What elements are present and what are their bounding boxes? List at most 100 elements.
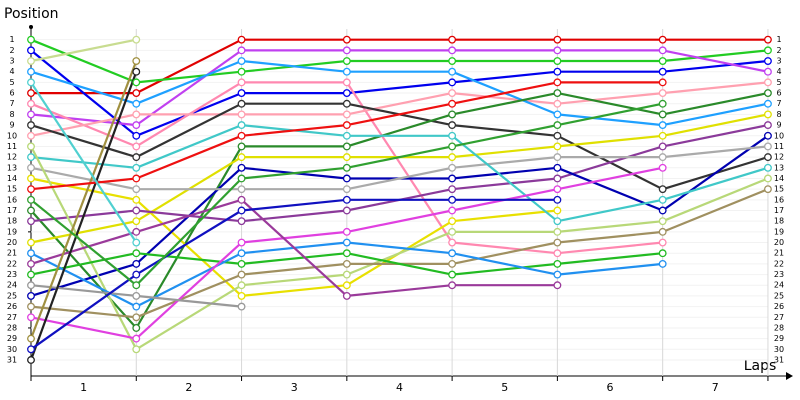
position-marker: [553, 217, 562, 226]
position-marker: [448, 142, 457, 151]
y-tick-label-right: 4: [776, 67, 781, 76]
position-marker: [553, 206, 562, 215]
y-tick-label: 31: [7, 355, 17, 364]
position-marker: [237, 121, 246, 130]
position-marker: [658, 238, 667, 247]
series-line: [30, 198, 558, 351]
y-tick-label-right: 9: [776, 121, 781, 130]
position-marker: [763, 57, 772, 65]
position-marker: [342, 89, 351, 98]
y-axis-end: [29, 25, 33, 29]
position-marker: [448, 217, 457, 226]
y-tick-label-right: 3: [776, 57, 781, 66]
position-marker: [553, 270, 562, 279]
position-marker: [27, 281, 35, 290]
position-marker: [27, 163, 35, 172]
position-marker: [553, 238, 562, 247]
position-marker: [658, 206, 667, 215]
position-marker: [132, 89, 141, 98]
position-marker: [27, 217, 35, 226]
position-marker: [658, 110, 667, 119]
position-marker: [658, 57, 667, 65]
position-marker: [342, 163, 351, 172]
position-marker: [342, 195, 351, 204]
x-tick-label: 2: [185, 381, 192, 394]
x-tick-label: 4: [396, 381, 403, 394]
position-marker: [237, 110, 246, 119]
position-marker: [27, 89, 35, 98]
position-marker: [237, 238, 246, 247]
position-marker: [448, 57, 457, 65]
series-line: [30, 198, 558, 297]
position-marker: [342, 46, 351, 55]
position-marker: [237, 206, 246, 215]
position-marker: [132, 131, 141, 140]
position-marker: [658, 163, 667, 172]
series-line: [30, 38, 137, 63]
position-marker: [237, 185, 246, 194]
y-tick-label: 17: [7, 206, 17, 215]
position-marker: [132, 270, 141, 279]
position-marker: [27, 57, 35, 65]
y-tick-label-right: 2: [776, 46, 781, 55]
position-marker: [553, 227, 562, 236]
position-marker: [27, 270, 35, 279]
series-line: [30, 81, 138, 244]
position-marker: [658, 99, 667, 108]
position-marker: [553, 131, 562, 140]
y-tick-label-right: 11: [774, 142, 784, 151]
position-marker: [342, 249, 351, 258]
y-tick-label-right: 27: [774, 313, 784, 322]
position-marker: [237, 174, 246, 183]
position-marker: [132, 67, 141, 76]
position-marker: [553, 46, 562, 55]
position-marker: [448, 89, 457, 98]
position-marker: [27, 238, 35, 247]
position-marker: [448, 110, 457, 119]
series-line: [30, 145, 769, 351]
y-tick-label-right: 24: [774, 281, 784, 290]
x-tick-label: 3: [291, 381, 298, 394]
y-tick-label-right: 18: [774, 217, 784, 226]
position-marker: [553, 110, 562, 119]
y-tick-label-right: 21: [774, 249, 784, 258]
position-marker: [237, 270, 246, 279]
y-tick-label-right: 28: [774, 323, 784, 332]
position-marker: [763, 35, 772, 44]
position-marker: [132, 345, 141, 354]
y-tick-label: 27: [7, 313, 17, 322]
position-marker: [658, 35, 667, 44]
y-tick-label-right: 30: [774, 345, 784, 354]
position-marker: [553, 163, 562, 172]
y-tick-label-right: 7: [776, 99, 781, 108]
position-marker: [27, 46, 35, 55]
position-marker: [448, 185, 457, 194]
position-marker: [763, 89, 772, 98]
position-marker: [448, 67, 457, 76]
y-tick-label: 24: [7, 281, 17, 290]
position-marker: [27, 334, 35, 343]
position-marker: [553, 153, 562, 162]
y-tick-label: 20: [7, 238, 17, 247]
series-line: [30, 49, 769, 127]
position-marker: [132, 153, 141, 162]
position-marker: [448, 249, 457, 258]
y-tick-label: 7: [9, 99, 14, 108]
position-marker: [763, 67, 772, 76]
position-marker: [132, 142, 141, 151]
position-marker: [448, 35, 457, 44]
position-marker: [763, 174, 772, 183]
position-marker: [553, 195, 562, 204]
x-tick-label: 6: [607, 381, 614, 394]
position-marker: [763, 78, 772, 87]
position-marker: [553, 35, 562, 44]
y-tick-label-right: 12: [774, 153, 784, 162]
y-tick-label: 29: [7, 334, 17, 343]
position-marker: [27, 195, 35, 204]
position-marker: [27, 153, 35, 162]
position-marker: [27, 35, 35, 44]
position-marker: [763, 142, 772, 151]
position-marker: [658, 249, 667, 258]
y-tick-label: 23: [7, 270, 17, 279]
